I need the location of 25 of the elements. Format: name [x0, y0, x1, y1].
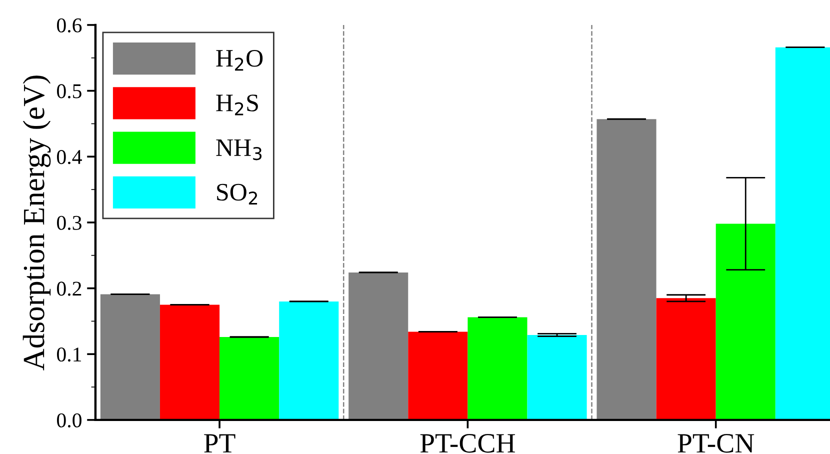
bar [279, 301, 339, 420]
bar [656, 298, 716, 420]
y-axis-title: Adsorption Energy (eV) [22, 76, 51, 370]
y-tick-label: 0.0 [57, 413, 82, 428]
bar [160, 304, 220, 420]
legend-label: NH$_{3}$ [216, 139, 262, 160]
y-tick-label: 0.6 [57, 18, 82, 32]
bar [408, 332, 468, 420]
y-tick-label: 0.1 [57, 347, 82, 362]
y-tick-label: 0.5 [57, 84, 82, 98]
legend-label: H$_{2}$S [216, 94, 258, 116]
y-tick-label: 0.2 [57, 282, 82, 296]
x-tick-label: PT-CCH [420, 434, 515, 453]
legend-label: SO$_{2}$ [217, 184, 258, 204]
bar [348, 272, 408, 420]
bar [596, 119, 656, 420]
y-tick-label: 0.3 [57, 216, 82, 230]
y-tick-label: 0.4 [57, 150, 82, 164]
x-tick-label: PT [204, 434, 236, 452]
legend-label: H$_{2}$O [216, 50, 263, 71]
bar [527, 335, 587, 420]
x-tick-label: PT-CN [678, 434, 754, 453]
bar [100, 294, 160, 420]
bar [220, 337, 280, 420]
bar [468, 317, 528, 420]
